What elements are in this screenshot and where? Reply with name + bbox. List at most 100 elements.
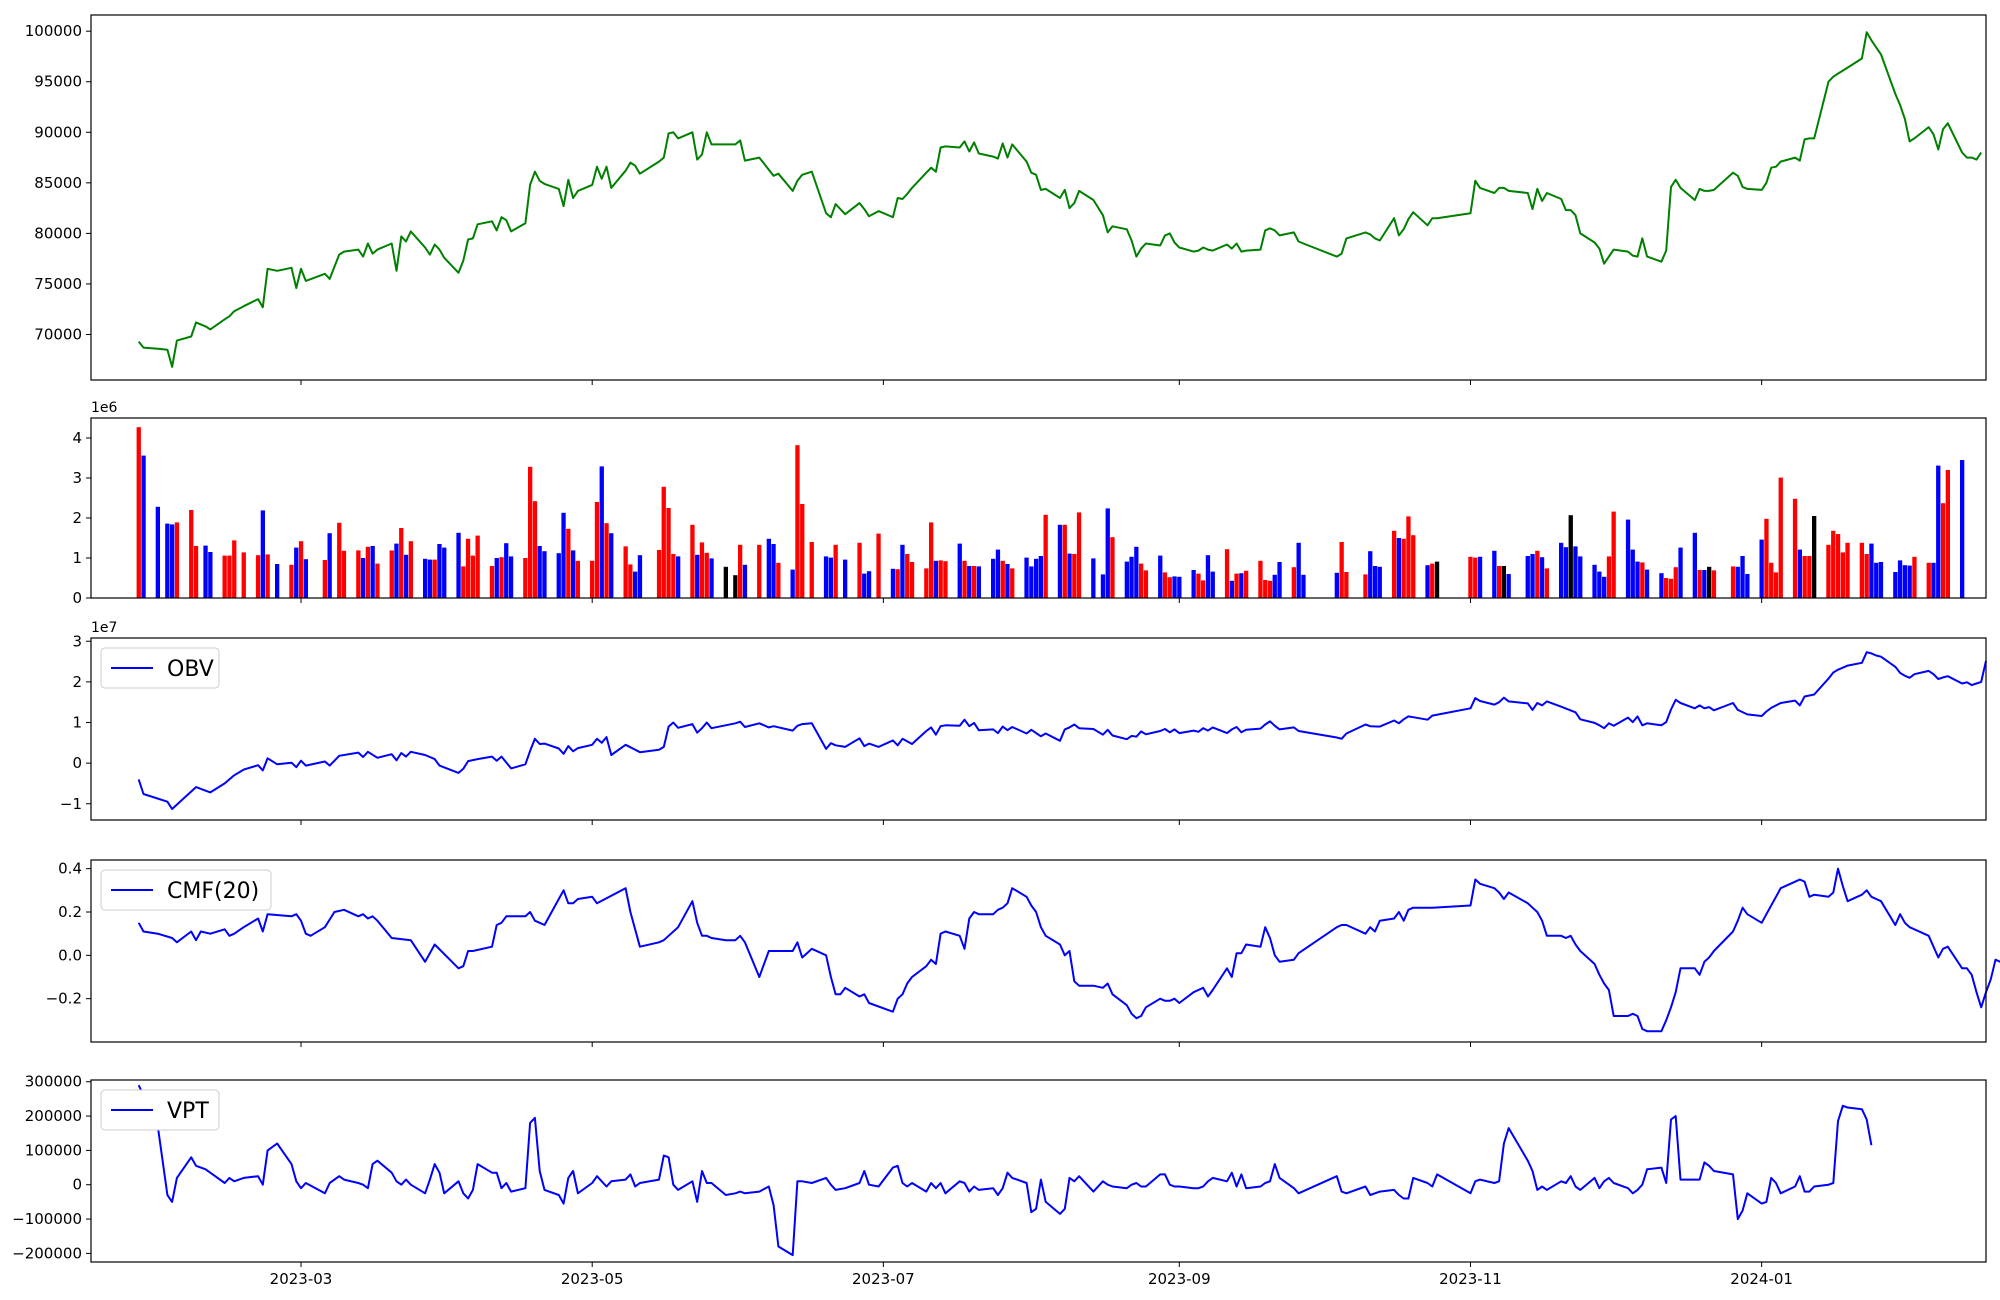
volume-bar [1492,550,1497,598]
volume-bar [666,508,671,598]
volume-bar [623,546,628,598]
volume-bar [322,560,327,598]
volume-bar [489,566,495,598]
volume-bar [528,466,533,598]
volume-bar [442,547,447,598]
volume-bar [1162,572,1168,598]
y-tick-label: 0 [72,1176,82,1194]
volume-bar [1635,561,1640,598]
volume-bar [537,546,542,598]
volume-bar [900,544,905,598]
volume-bar [967,566,972,598]
volume-bar [1611,511,1616,598]
legend-label: OBV [167,657,214,682]
volume-bar [1377,566,1382,598]
volume-bar [742,564,748,598]
volume-bar [1000,560,1005,598]
volume-bar [1057,524,1063,598]
volume-bar [1640,562,1645,598]
y-tick-label: 2 [72,509,82,527]
cmf-line [137,867,2000,1033]
volume-bar [1210,571,1215,598]
volume-bar [375,563,380,598]
volume-bar [423,558,428,598]
volume-bar [499,557,504,598]
volume-bar [1139,563,1144,598]
volume-bar [866,571,872,598]
volume-bar [1134,546,1139,598]
volume-bar [1024,557,1029,598]
volume-bar [1802,556,1807,598]
volume-bar [294,547,299,598]
cmf-legend: CMF(20) [100,869,272,911]
y-tick-label: 0.2 [58,903,82,921]
volume-bar [408,541,413,598]
volume-bar [170,524,175,598]
volume-bar [1940,503,1946,598]
volume-bar [1644,569,1650,598]
volume-bar [1845,542,1850,598]
vpt-legend: VPT [100,1089,220,1131]
price-line [137,31,1983,368]
volume-bar [356,550,361,598]
volume-bar [136,427,141,598]
volume-bar [1539,557,1545,598]
y-tick-label: 95000 [34,73,82,91]
volume-bar [1038,556,1043,598]
volume-bar [1606,556,1612,598]
volume-bar [403,554,409,598]
volume-bar [222,555,227,598]
volume-bar [427,559,433,598]
volume-bar [370,546,375,598]
volume-bar [1807,556,1812,598]
y-tick-label: 300000 [25,1073,82,1091]
volume-bar [609,533,614,598]
obv-panel: −1 0 1 2 3 1e7 OBV [60,620,1987,825]
volume-bar [508,556,514,598]
volume-bar [1797,549,1802,598]
vpt-line [137,1084,1873,1257]
volume-bar [298,541,304,598]
volume-bar [604,523,609,598]
volume-bar [1477,556,1483,598]
volume-bar [1473,557,1478,598]
volume-bar [1272,574,1277,598]
y-tick-label: 3 [72,632,82,650]
volume-bar [1034,558,1039,598]
volume-bar [766,538,771,598]
volume-bar [933,560,938,598]
volume-bar [1191,570,1196,598]
y-tick-label: 100000 [25,22,82,40]
volume-bar [1535,550,1540,598]
volume-bar [1100,574,1106,598]
volume-bar [1124,561,1129,598]
volume-bar [905,554,910,598]
axis-offset-label: 1e6 [91,400,118,416]
volume-bar [637,555,643,598]
cmf-panel: −0.2 0.0 0.2 0.4 CMF(20) [46,859,2000,1047]
volume-bar [1902,565,1907,598]
volume-bar [389,550,394,598]
volume-bar [1497,566,1502,598]
volume-bar [1401,538,1406,598]
volume-bar [1277,562,1282,598]
x-tick-label: 2023-07 [852,1270,915,1288]
volume-bar [1434,561,1440,598]
volume-bar [862,573,867,598]
volume-bar [1530,554,1535,598]
volume-bar [1363,574,1368,598]
volume-bar [1072,554,1077,598]
volume-bar [895,569,900,598]
volume-bar [303,559,308,598]
volume-bar [843,559,848,598]
volume-bar [337,522,342,598]
volume-bar [704,552,709,598]
volume-bar [566,528,571,598]
volume-bar [542,551,547,598]
volume-bar [1602,576,1607,598]
volume-bar [738,544,743,598]
obv-legend: OBV [100,647,220,689]
volume-bar [575,560,580,598]
volume-bar [341,550,347,598]
